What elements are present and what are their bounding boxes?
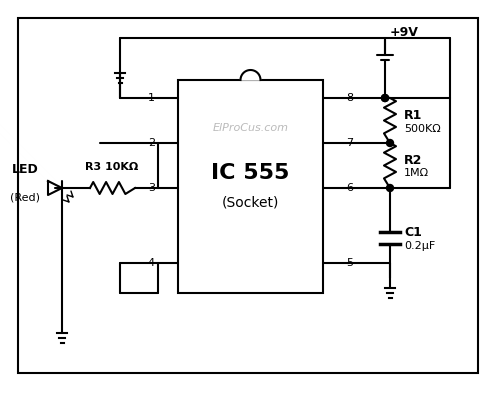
Text: 0.2μF: 0.2μF [404,241,435,251]
Text: 1: 1 [148,93,155,103]
Circle shape [386,184,393,191]
Text: 5: 5 [346,258,353,268]
Text: R3 10KΩ: R3 10KΩ [85,162,138,172]
Text: 2: 2 [148,138,155,148]
Text: 8: 8 [346,93,353,103]
Text: R1: R1 [404,109,422,122]
Text: 6: 6 [346,183,353,193]
Text: ElProCus.com: ElProCus.com [213,123,288,133]
Circle shape [381,94,388,101]
Text: R2: R2 [404,154,422,167]
Text: (Red): (Red) [10,193,40,203]
Text: C1: C1 [404,226,422,239]
Text: 1MΩ: 1MΩ [404,169,429,178]
Text: 7: 7 [346,138,353,148]
Text: LED: LED [11,163,38,176]
Circle shape [386,140,393,147]
Text: 3: 3 [148,183,155,193]
Wedge shape [241,70,260,80]
Bar [178,80,323,293]
Text: +9V: +9V [390,26,419,40]
Text: (Socket): (Socket) [222,196,279,210]
Circle shape [381,94,388,101]
Text: 4: 4 [148,258,155,268]
Text: IC 555: IC 555 [211,163,290,183]
Text: 500KΩ: 500KΩ [404,123,441,134]
